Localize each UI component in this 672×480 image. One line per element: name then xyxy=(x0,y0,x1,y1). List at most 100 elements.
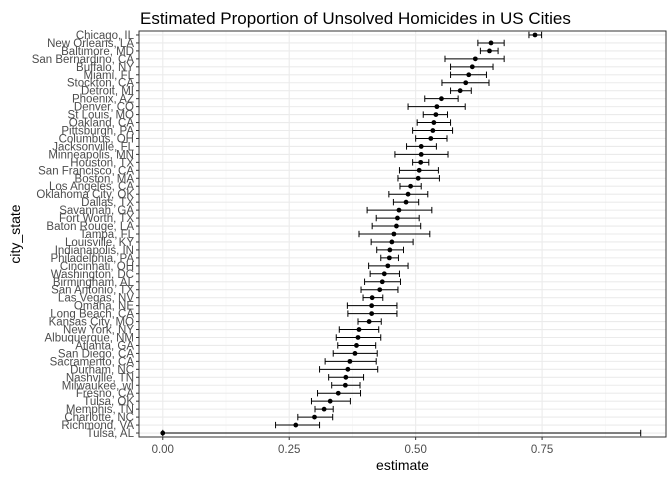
x-tick-label: 0.00 xyxy=(152,444,174,456)
y-tick-label: Minneapolis, MN xyxy=(48,149,134,161)
data-row xyxy=(366,206,433,214)
data-point xyxy=(387,247,393,253)
data-row xyxy=(358,230,431,238)
data-point xyxy=(469,64,475,70)
data-row xyxy=(328,374,365,381)
y-tick-label: San Francisco, CA xyxy=(38,165,134,177)
data-row xyxy=(370,238,414,246)
data-row xyxy=(388,190,429,198)
data-point xyxy=(352,351,358,356)
data-row xyxy=(422,111,449,118)
data-row xyxy=(371,222,422,230)
data-row xyxy=(406,143,437,150)
y-tick-label: Atlanta, GA xyxy=(75,340,134,352)
data-point xyxy=(463,80,469,86)
data-point xyxy=(160,430,166,436)
data-row xyxy=(332,350,378,357)
y-tick-label: San Bernardino, CA xyxy=(32,54,135,66)
data-point xyxy=(354,343,359,348)
grid-lines xyxy=(139,31,666,437)
y-tick-label: Oklahoma City, OK xyxy=(36,189,134,201)
data-point xyxy=(403,199,409,205)
x-axis-title: estimate xyxy=(376,457,429,473)
y-tick-label: Oakland, CA xyxy=(69,118,135,130)
data-point xyxy=(369,303,375,309)
y-tick-label: Los Angeles, CA xyxy=(49,181,134,193)
x-tick-label: 0.75 xyxy=(531,444,553,456)
y-tick-label: Las Vegas, NV xyxy=(58,293,134,305)
y-tick-label: St Louis, MO xyxy=(68,110,135,122)
data-row xyxy=(368,262,409,270)
data-row xyxy=(331,382,361,389)
data-row xyxy=(375,214,420,222)
y-tick-label: Louisville, KY xyxy=(65,237,134,249)
data-point xyxy=(335,390,341,396)
data-row xyxy=(297,413,334,421)
y-tick-label: Houston, TX xyxy=(70,157,134,169)
y-tick-label: Long Beach, CA xyxy=(50,309,134,321)
data-point xyxy=(416,167,422,173)
data-point xyxy=(356,327,362,332)
data-row xyxy=(335,334,382,341)
y-tick-label: Baltimore, MD xyxy=(61,46,134,58)
data-row xyxy=(479,47,499,55)
data-point xyxy=(434,104,440,110)
data-point xyxy=(472,56,478,62)
data-point xyxy=(418,159,424,165)
y-tick-label: Tampa, FL xyxy=(80,229,135,241)
data-row xyxy=(376,246,405,254)
data-row xyxy=(412,159,430,166)
y-tick-label: Stockton, CA xyxy=(67,78,134,90)
data-point xyxy=(394,223,399,229)
y-tick-label: Jacksonville, FL xyxy=(52,141,134,153)
data-row xyxy=(528,31,543,39)
data-row xyxy=(412,127,454,134)
y-tick-label: San Antonio, TX xyxy=(51,285,134,297)
data-point xyxy=(312,414,317,420)
data-point xyxy=(532,32,538,38)
y-tick-label: Durham, NC xyxy=(70,364,134,376)
data-row xyxy=(324,358,377,365)
x-tick-label: 0.25 xyxy=(278,444,300,456)
data-point xyxy=(386,255,392,261)
data-point xyxy=(369,311,375,317)
y-tick-label: Miami, FL xyxy=(84,70,135,82)
data-point xyxy=(487,48,492,54)
data-point xyxy=(381,271,387,277)
data-point xyxy=(431,120,437,125)
data-row xyxy=(362,294,384,301)
data-row xyxy=(450,87,472,94)
data-point xyxy=(408,183,413,189)
data-point xyxy=(488,40,494,46)
y-tick-label: Washington, DC xyxy=(51,269,134,281)
y-tick-label: Philadelphia, PA xyxy=(50,253,134,265)
y-tick-label: New York, NY xyxy=(63,325,134,337)
y-tick-label: Tulsa, AL xyxy=(86,428,134,440)
x-axis: 0.00 0.25 0.50 0.75 xyxy=(152,437,553,456)
data-point xyxy=(321,406,327,412)
x-tick-label: 0.50 xyxy=(404,444,426,456)
data-row xyxy=(338,326,380,333)
y-tick-label: Denver, CO xyxy=(74,102,134,114)
data-row xyxy=(450,63,494,71)
data-point xyxy=(327,398,333,404)
data-row xyxy=(450,71,487,78)
y-tick-label: Kansas City, MO xyxy=(49,317,134,329)
y-tick-label: Tulsa, OK xyxy=(83,396,134,408)
y-tick-label: Buffalo, NY xyxy=(76,62,134,74)
y-tick-label: Detroit, MI xyxy=(81,86,134,98)
y-tick-label: San Diego, CA xyxy=(58,348,134,360)
data-point xyxy=(430,128,436,133)
data-row xyxy=(347,310,398,317)
estimate-series xyxy=(160,31,642,437)
data-row xyxy=(357,318,382,325)
data-point xyxy=(347,358,353,364)
data-row xyxy=(364,278,401,285)
data-row xyxy=(369,270,400,278)
data-row xyxy=(317,390,362,397)
y-tick-label: Charlotte, NC xyxy=(64,412,134,424)
y-tick-label: Phoenix, AZ xyxy=(72,94,134,106)
data-point xyxy=(391,231,397,237)
